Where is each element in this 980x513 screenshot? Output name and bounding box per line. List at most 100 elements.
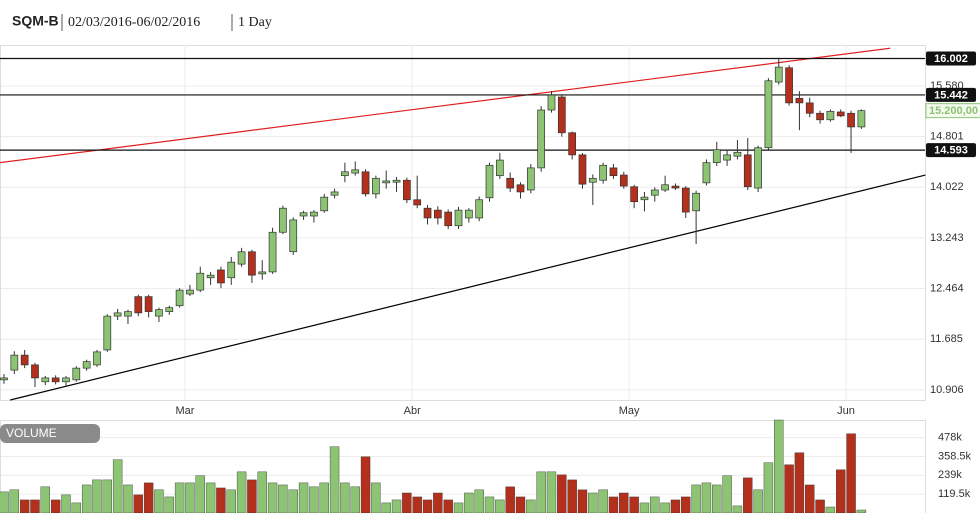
candle-body [258,271,267,275]
y-tick-label: 13.243 [930,232,964,244]
volume-bar [19,499,30,513]
candle-body [423,207,432,219]
volume-bar [360,456,371,513]
volume-bar [195,475,205,513]
y-tick-label: 14.801 [930,131,964,143]
volume-bar [412,496,422,513]
volume-bar [846,433,856,513]
candle-body [475,199,484,219]
volume-bar [484,496,495,513]
volume-bar [154,489,164,513]
volume-bar [319,482,329,513]
candle-body [320,196,329,212]
volume-bar [536,471,546,513]
candle-body [723,154,731,161]
volume-bar [722,475,732,513]
volume-bar [639,502,650,513]
volume-bar [81,484,92,513]
volume-bar [0,491,9,513]
y-tick-label: 10.906 [930,384,964,396]
volume-bar [133,494,143,513]
volume-bar [856,509,867,513]
volume-bar [784,464,794,513]
volume-bar [329,446,340,513]
candle-body [650,189,659,196]
volume-bar [9,489,20,513]
y-tick-label: 12.464 [930,282,964,294]
candle-body [681,187,690,213]
volume-bar [298,482,309,513]
volume-bar [670,499,681,513]
candle-body [403,179,411,201]
volume-bar [443,499,453,513]
volume-bar [557,474,567,513]
volume-bar [505,486,515,513]
candle-body [268,231,277,273]
candle-body [557,96,566,134]
candle-body [41,377,50,383]
volume-bar [526,499,536,513]
candle-body [454,209,463,227]
volume-bar [422,499,433,513]
volume-bar [71,502,82,513]
volume-label: VOLUME [6,426,57,440]
candle-body [351,169,360,174]
candle-body [816,112,824,121]
candle-body [217,269,225,284]
candle-body [10,354,19,371]
candle-body [547,94,556,111]
last-price-label: 15.200,00 [929,105,978,117]
candle-body [733,151,742,157]
candle-body [857,110,866,128]
volume-bar [278,484,288,513]
candle-body [310,211,318,217]
candle-body [588,177,597,183]
volume-bar [174,482,185,513]
candle-body [227,261,236,279]
candle-body [20,354,29,366]
volume-bar [464,492,474,513]
volume-bar [433,492,443,513]
volume-tick-label: 239k [938,469,962,481]
candle-body [826,110,835,121]
candle-body [836,111,845,117]
volume-tick-label: 478k [938,432,962,444]
candle-body [692,192,700,212]
volume-bar [123,484,133,513]
candle-body [144,296,153,312]
volume-bar [391,499,402,513]
candle-body [578,154,587,185]
volume-bar [30,499,40,513]
candle-body [279,207,287,233]
candle-body [392,179,401,183]
volume-bar [805,484,815,513]
volume-bar [267,482,278,513]
volume-bar [226,489,236,513]
level-label: 14.593 [934,145,968,157]
volume-bar [515,496,526,513]
volume-bar [61,494,71,513]
volume-bar [753,489,763,513]
level-label-box [926,87,976,102]
volume-bar [567,479,577,513]
volume-bar [825,506,836,513]
candle-body [743,154,752,188]
candle-body [82,361,91,369]
volume-bar [660,502,670,513]
candle-body [237,251,246,265]
volume-tick-label: 358.5k [938,450,972,462]
volume-bar [288,489,298,513]
volume-bar [236,471,247,513]
candle-body [444,211,453,227]
candle-body [289,219,298,253]
volume-bar [340,482,350,513]
candle-body [495,159,504,177]
candle-body [609,167,618,177]
candle-body [382,180,391,184]
volume-bar [164,496,174,513]
symbol: SQM-B [12,13,59,29]
candle-body [661,184,669,191]
candle-body [465,209,473,219]
level-label-box [926,143,976,158]
